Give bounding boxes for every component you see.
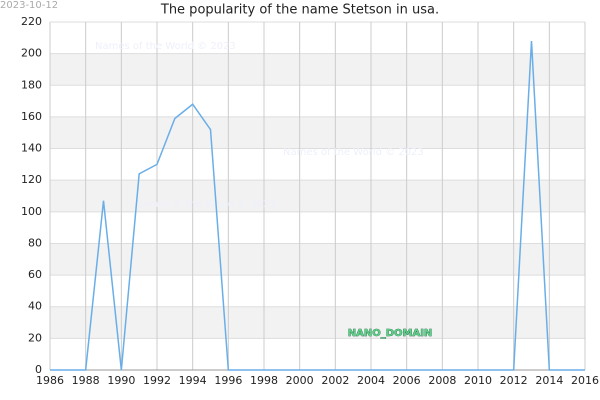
- grid-band: [50, 306, 585, 339]
- x-tick-label: 2006: [393, 374, 421, 387]
- grid-band: [50, 180, 585, 212]
- y-tick-label: 60: [28, 268, 42, 281]
- y-tick-label: 120: [21, 173, 42, 186]
- y-tick-label: 0: [35, 363, 42, 376]
- watermark: Names of the World © 2023: [283, 147, 424, 158]
- y-tick-label: 80: [28, 236, 42, 249]
- x-tick-label: 1990: [107, 374, 135, 387]
- y-tick-label: 100: [21, 205, 42, 218]
- y-tick-label: 220: [21, 15, 42, 28]
- y-tick-label: 200: [21, 47, 42, 60]
- x-tick-label: 1988: [72, 374, 100, 387]
- x-tick-label: 1992: [143, 374, 171, 387]
- badge: NANO_DOMAIN: [348, 328, 433, 339]
- y-tick-label: 20: [28, 331, 42, 344]
- x-tick-label: 2004: [357, 374, 385, 387]
- x-tick-label: 2016: [571, 374, 599, 387]
- x-tick-label: 1986: [36, 374, 64, 387]
- grid-band: [50, 116, 585, 149]
- data-line: [50, 40, 585, 371]
- x-tick-label: 2012: [500, 374, 528, 387]
- x-tick-label: 2010: [464, 374, 492, 387]
- grid-band: [50, 53, 585, 86]
- y-tick-label: 160: [21, 110, 42, 123]
- x-tick-label: 2002: [321, 374, 349, 387]
- grid-band: [50, 243, 585, 276]
- date-stamp: 2023-10-12: [0, 0, 58, 11]
- chart-title: The popularity of the name Stetson in us…: [160, 3, 439, 18]
- x-tick-label: 2008: [428, 374, 456, 387]
- x-tick-label: 1998: [250, 374, 278, 387]
- x-tick-label: 1994: [179, 374, 207, 387]
- x-tick-label: 1996: [214, 374, 242, 387]
- x-tick-label: 2000: [286, 374, 314, 387]
- y-tick-label: 140: [21, 142, 42, 155]
- watermark: Names of the World © 2023: [135, 199, 276, 210]
- y-tick-label: 40: [28, 300, 42, 313]
- y-tick-label: 180: [21, 78, 42, 91]
- x-tick-label: 2014: [535, 374, 563, 387]
- watermark: Names of the World © 2023: [95, 41, 236, 52]
